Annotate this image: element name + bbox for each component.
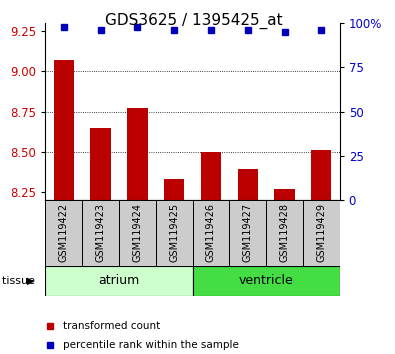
Text: GSM119428: GSM119428 (280, 203, 290, 262)
Bar (201, 152, 221, 200)
Bar (164, 179, 184, 200)
Bar (229, 200, 266, 266)
Bar (127, 108, 147, 200)
Text: GDS3625 / 1395425_at: GDS3625 / 1395425_at (105, 12, 282, 29)
Text: atrium: atrium (98, 274, 139, 287)
Text: GSM119424: GSM119424 (132, 203, 142, 262)
Text: GSM119429: GSM119429 (316, 203, 326, 262)
Text: GSM119427: GSM119427 (243, 203, 253, 262)
Text: ▶: ▶ (27, 275, 34, 286)
Bar (311, 150, 331, 200)
Bar (303, 200, 340, 266)
Bar (54, 60, 74, 200)
Text: GSM119426: GSM119426 (206, 203, 216, 262)
Bar (193, 200, 229, 266)
Bar (156, 200, 193, 266)
Text: tissue: tissue (2, 275, 38, 286)
Bar (275, 189, 295, 200)
Bar (45, 266, 193, 296)
Bar (119, 200, 156, 266)
Bar (266, 200, 303, 266)
Text: GSM119425: GSM119425 (169, 203, 179, 262)
Bar (45, 200, 82, 266)
Text: GSM119423: GSM119423 (96, 203, 105, 262)
Text: percentile rank within the sample: percentile rank within the sample (63, 340, 239, 350)
Bar (238, 170, 258, 200)
Text: transformed count: transformed count (63, 321, 160, 331)
Bar (82, 200, 119, 266)
Bar (90, 127, 111, 200)
Bar (193, 266, 340, 296)
Text: ventricle: ventricle (239, 274, 293, 287)
Text: GSM119422: GSM119422 (59, 203, 69, 262)
